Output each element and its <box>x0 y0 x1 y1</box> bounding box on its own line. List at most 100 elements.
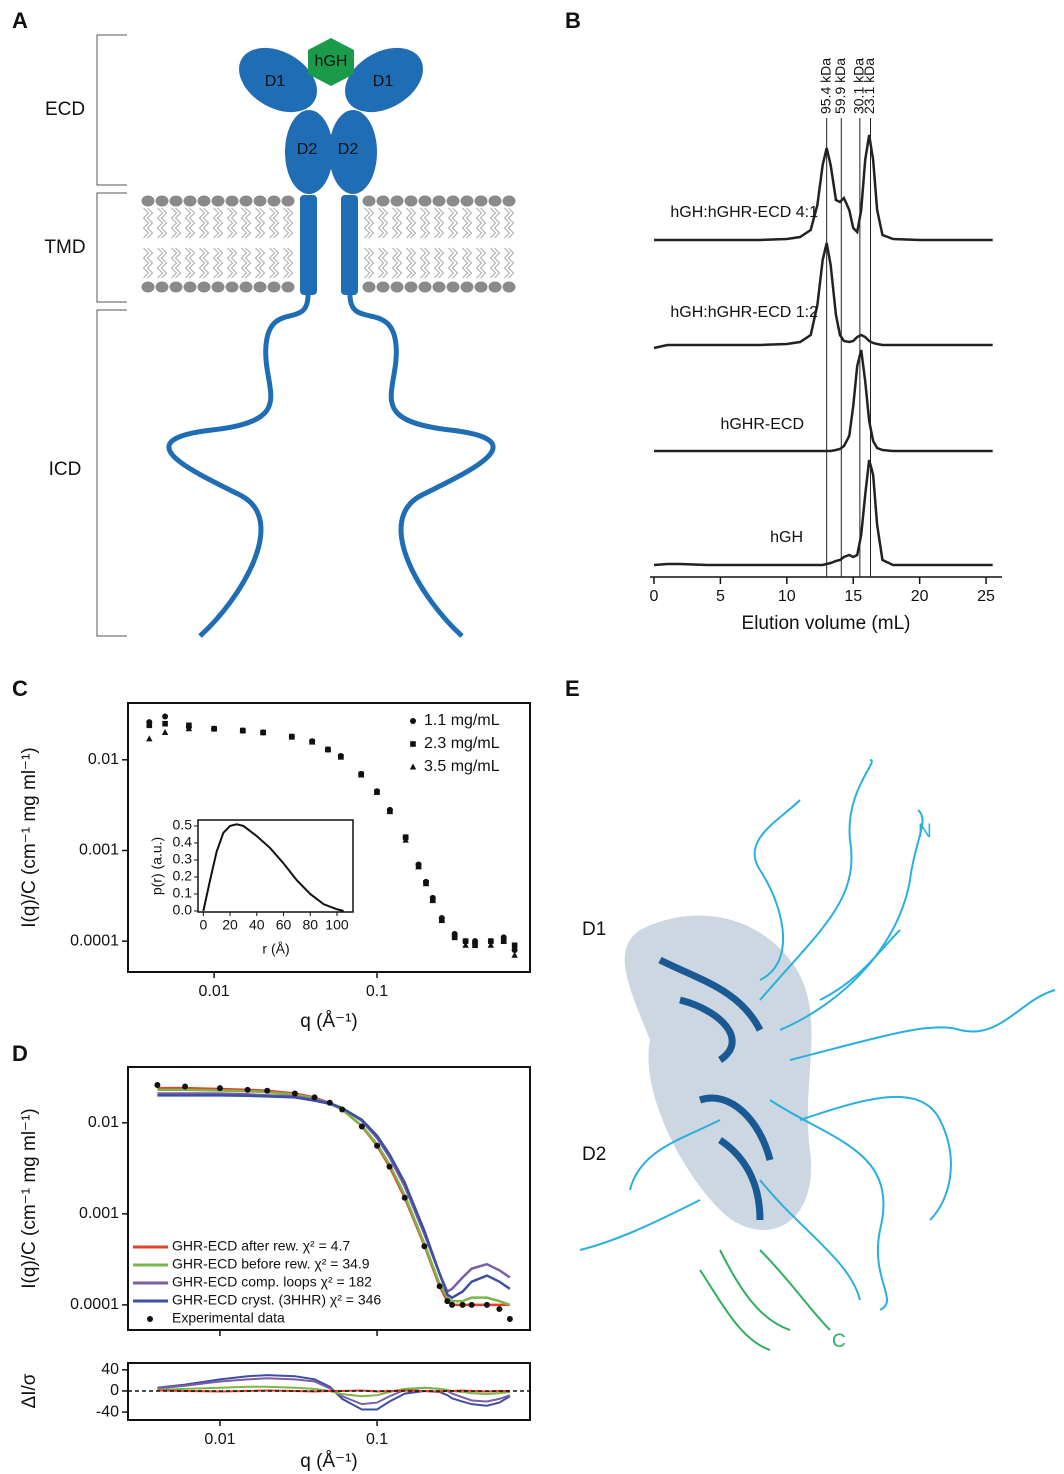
domain-label: D2 <box>297 141 318 158</box>
data-point <box>386 807 394 814</box>
data-point <box>259 728 267 735</box>
lipid-tail <box>493 247 501 279</box>
lipid-head <box>488 195 502 207</box>
data-point <box>468 1301 475 1308</box>
y-axis-label: p(r) (a.u.) <box>149 837 165 895</box>
data-point <box>244 1086 251 1093</box>
data-point <box>496 1306 503 1313</box>
lipid-head <box>432 195 446 207</box>
x-tick-label: 25 <box>977 588 995 605</box>
panel-label: D <box>12 1041 28 1066</box>
x-tick-label: 0.01 <box>204 1431 235 1448</box>
data-point <box>462 938 469 944</box>
x-tick-label: 10 <box>778 588 796 605</box>
lipid-head <box>267 281 281 293</box>
lipid-tail <box>381 247 389 279</box>
lipid-tail <box>363 207 371 239</box>
lipid-tail <box>507 207 515 239</box>
data-point <box>436 1283 443 1290</box>
lipid-tail <box>230 207 238 239</box>
data-point <box>288 733 296 740</box>
lipid-tail <box>405 207 413 239</box>
lipid-head <box>281 281 295 293</box>
lipid-head <box>390 195 404 207</box>
x-tick-label: 60 <box>276 917 292 933</box>
lipid-head <box>460 281 474 293</box>
trace <box>653 349 993 453</box>
data-point <box>337 753 345 760</box>
lipid-head <box>502 281 516 293</box>
trace-label: hGHR-ECD <box>720 416 804 433</box>
lipid-head <box>362 195 376 207</box>
ribbons <box>658 956 774 1221</box>
lipid-tail <box>160 247 168 279</box>
residual-curve <box>157 1385 510 1398</box>
legend-label: 1.1 mg/mL <box>424 712 500 729</box>
receptor-diagram <box>96 34 127 637</box>
data-point <box>146 722 153 729</box>
data-point <box>401 1194 408 1201</box>
data-point <box>210 725 218 732</box>
lipid-tail <box>212 207 220 239</box>
trace <box>653 242 993 350</box>
data-point <box>264 1087 271 1094</box>
lipid-head <box>183 195 197 207</box>
y-tick-label: 0.0001 <box>70 932 119 949</box>
lipid-head <box>155 281 169 293</box>
lipid-tail <box>160 207 168 239</box>
bracket-label: ICD <box>49 459 82 480</box>
lipid-tail <box>226 247 234 279</box>
lipid-tail <box>142 207 150 239</box>
ligand-shape <box>308 38 354 86</box>
lipid-head <box>404 281 418 293</box>
x-axis-label: q (Å⁻¹) <box>300 1011 358 1032</box>
data-point <box>459 1301 466 1308</box>
plot-frame <box>127 1066 531 1331</box>
lipid-tail <box>202 207 210 239</box>
lipid-tail <box>198 247 206 279</box>
domain-shape <box>329 110 377 194</box>
legend-label: Experimental data <box>172 1310 285 1326</box>
lipid-tail <box>258 207 266 239</box>
y-tick-label: 0.0001 <box>70 1296 119 1313</box>
lipid-tail <box>230 247 238 279</box>
lipid-tail <box>503 207 511 239</box>
lipid-tail <box>423 207 431 239</box>
lipid-tail <box>198 207 206 239</box>
lipid-head <box>502 195 516 207</box>
lipid-tail <box>244 247 252 279</box>
data-point <box>185 725 193 732</box>
lipid-tail <box>367 207 375 239</box>
y-tick-label: 0 <box>110 1382 119 1399</box>
data-point <box>182 1083 189 1090</box>
fit-curve <box>157 1086 510 1307</box>
lipid-tail <box>244 207 252 239</box>
tm-helix <box>300 195 317 295</box>
lipid-tail <box>419 247 427 279</box>
fit-curve <box>157 1094 511 1300</box>
lipid-tail <box>188 207 196 239</box>
y-tick-label: 0.01 <box>88 751 119 768</box>
trace <box>653 134 993 242</box>
x-axis-label: q (Å⁻¹) <box>300 1451 358 1472</box>
lipid-tail <box>479 207 487 239</box>
lipid-tail <box>461 207 469 239</box>
structure-label: D1 <box>582 919 606 940</box>
data-point <box>154 1082 161 1089</box>
structure-label: C <box>832 1331 846 1352</box>
domain-label: D1 <box>373 73 394 90</box>
envelope <box>624 915 812 1230</box>
lipid-tail <box>419 207 427 239</box>
lipid-tail <box>188 247 196 279</box>
lipid-tail <box>433 207 441 239</box>
x-tick-label: 40 <box>249 917 265 933</box>
lipid-tail <box>461 247 469 279</box>
x-tick-label: 5 <box>716 588 725 605</box>
lipid-tail <box>395 247 403 279</box>
legend-label: GHR-ECD after rew. χ² = 4.7 <box>172 1238 350 1254</box>
x-axis-label: Elution volume (mL) <box>742 613 911 634</box>
lipid-tail <box>433 247 441 279</box>
lipid-head <box>225 195 239 207</box>
lipid-tail <box>377 247 385 279</box>
